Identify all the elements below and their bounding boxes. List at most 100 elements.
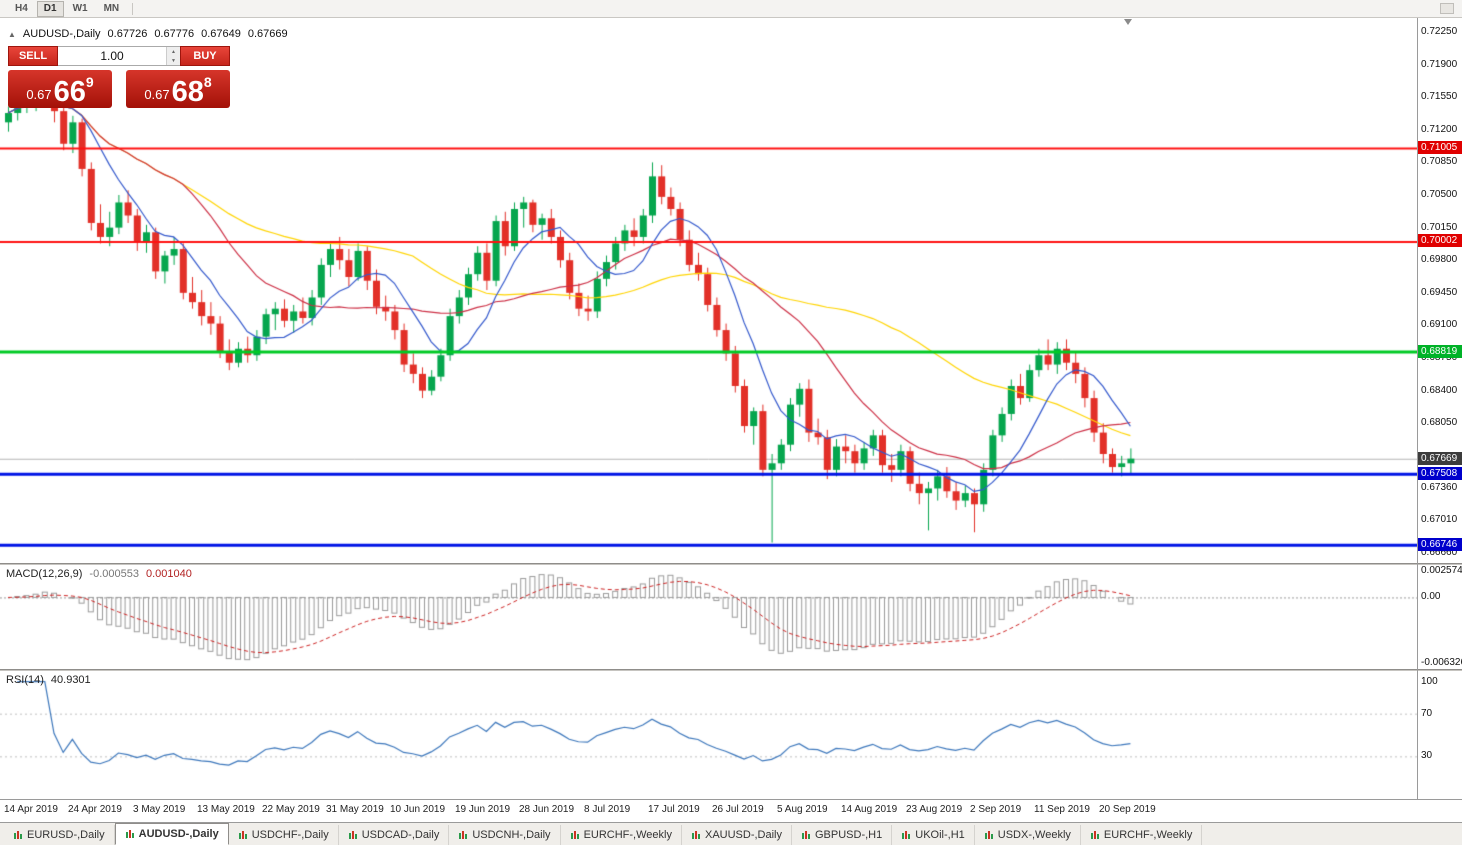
chart-tab-xauusd[interactable]: XAUUSD-,Daily (682, 825, 792, 845)
timeframe-button-h4[interactable]: H4 (8, 1, 35, 17)
tab-label: USDCNH-,Daily (472, 829, 551, 841)
sell-price-tile[interactable]: 0.67 66 9 (8, 70, 112, 108)
chart-tab-audusd[interactable]: AUDUSD-,Daily (114, 823, 229, 845)
price-line-label: 0.67508 (1418, 467, 1462, 480)
price-line-label: 0.67669 (1418, 452, 1462, 465)
chart-tab-usdx[interactable]: USDX-,Weekly (975, 825, 1081, 845)
tab-chart-icon (691, 831, 700, 839)
tab-label: UKOil-,H1 (915, 829, 965, 841)
tab-chart-icon (984, 831, 993, 839)
toolbar-overflow-button[interactable] (1440, 3, 1454, 14)
sell-price-big: 66 (53, 76, 86, 108)
tab-label: USDX-,Weekly (997, 829, 1071, 841)
chart-tab-gbpusd[interactable]: GBPUSD-,H1 (792, 825, 893, 845)
date-tick-label: 31 May 2019 (326, 804, 384, 815)
timeframe-button-mn[interactable]: MN (97, 1, 127, 17)
tab-chart-icon (348, 831, 357, 839)
date-axis[interactable]: 14 Apr 2019 24 Apr 2019 3 May 2019 13 May 2… (0, 800, 1417, 822)
macd-panel: MACD(12,26,9) -0.000553 0.001040 (0, 565, 1417, 669)
date-tick-label: 23 Aug 2019 (906, 804, 963, 815)
date-tick-label: 14 Aug 2019 (841, 804, 898, 815)
price-line-label: 0.71005 (1418, 141, 1462, 154)
chart-tab-eurchf[interactable]: EURCHF-,Weekly (1081, 825, 1203, 845)
rsi-axis[interactable]: 100 70 30 (1418, 671, 1462, 799)
rsi-value: 40.9301 (50, 674, 91, 686)
timeframe-button-w1[interactable]: W1 (66, 1, 95, 17)
chart-toolbar: H4 D1 W1 MN (0, 0, 1462, 18)
sell-price-pip: 9 (85, 74, 94, 90)
panel-splitter[interactable] (0, 563, 1462, 565)
rsi-canvas[interactable] (0, 671, 1417, 799)
close-value: 0.67669 (247, 28, 288, 40)
axis-tick-label: 0.70500 (1418, 189, 1462, 201)
volume-down-button[interactable]: ▼ (167, 56, 180, 65)
tab-label: AUDUSD-,Daily (138, 828, 219, 840)
tab-chart-icon (902, 831, 911, 839)
volume-value[interactable]: 1.00 (100, 49, 124, 63)
volume-input[interactable]: 1.00 ▲ ▼ (58, 46, 180, 66)
main-chart-panel: ▲ AUDUSD-,Daily 0.67726 0.67776 0.67649 … (0, 18, 1417, 563)
axis-tick-label: 0.71200 (1418, 124, 1462, 136)
low-value: 0.67649 (201, 28, 241, 40)
axis-tick-label: -0.0063260 (1418, 657, 1462, 669)
tab-label: EURCHF-,Weekly (583, 829, 672, 841)
buy-button[interactable]: BUY (180, 46, 230, 66)
tab-chart-icon (125, 830, 134, 838)
price-line-label: 0.70002 (1418, 234, 1462, 247)
toolbar-separator (132, 2, 134, 15)
buy-price-prefix: 0.67 (144, 87, 170, 102)
date-tick-label: 28 Jun 2019 (519, 804, 575, 815)
macd-canvas[interactable] (0, 565, 1417, 669)
buy-price-tile[interactable]: 0.67 68 8 (126, 70, 230, 108)
price-line-label: 0.68819 (1418, 345, 1462, 358)
axis-divider (1417, 18, 1418, 799)
rsi-panel: RSI(14) 40.9301 (0, 671, 1417, 799)
ohlc-readout: ▲ AUDUSD-,Daily 0.67726 0.67776 0.67649 … (8, 28, 288, 40)
timeframe-button-d1[interactable]: D1 (36, 0, 64, 17)
chart-tab-usdchf[interactable]: USDCHF-,Daily (229, 825, 339, 845)
axis-tick-label: 0.68050 (1418, 417, 1462, 429)
axis-tick-label: 0.69450 (1418, 287, 1462, 299)
chart-tab-eurusd[interactable]: EURUSD-,Daily (4, 825, 115, 845)
tab-chart-icon (570, 831, 579, 839)
price-axis[interactable]: 0.72250 0.71900 0.71550 0.71200 0.70850 0.705… (1418, 18, 1462, 563)
chart-window: ▲ AUDUSD-,Daily 0.67726 0.67776 0.67649 … (0, 18, 1462, 822)
chart-tab-usdcnh[interactable]: USDCNH-,Daily (449, 825, 561, 845)
timeframe-group: H4 D1 W1 MN (8, 0, 127, 17)
date-tick-label: 5 Aug 2019 (777, 804, 828, 815)
date-tick-label: 8 Jul 2019 (584, 804, 631, 815)
date-tick-label: 11 Sep 2019 (1034, 804, 1090, 815)
panel-splitter[interactable] (0, 669, 1462, 671)
right-offset-marker[interactable] (1124, 19, 1132, 25)
one-click-trading-panel: SELL 1.00 ▲ ▼ BUY 0.67 66 9 (8, 46, 230, 108)
date-tick-label: 10 Jun 2019 (390, 804, 446, 815)
open-value: 0.67726 (107, 28, 148, 40)
symbol-label: AUDUSD-,Daily (22, 28, 101, 40)
axis-tick-label: 0.68400 (1418, 385, 1462, 397)
main-chart-canvas[interactable] (0, 18, 1417, 563)
chart-tab-eurchf[interactable]: EURCHF-,Weekly (561, 825, 682, 845)
axis-tick-label: 0.70150 (1418, 222, 1462, 234)
sell-button[interactable]: SELL (8, 46, 58, 66)
axis-tick-label: 0.67360 (1418, 482, 1462, 494)
one-click-collapse-arrow[interactable]: ▲ (8, 29, 16, 39)
date-tick-label: 17 Jul 2019 (648, 804, 700, 815)
date-tick-label: 22 May 2019 (262, 804, 320, 815)
axis-tick-label: 70 (1418, 708, 1462, 720)
tab-chart-icon (459, 831, 468, 839)
axis-tick-label: 100 (1418, 676, 1462, 688)
date-tick-label: 13 May 2019 (197, 804, 255, 815)
volume-up-button[interactable]: ▲ (167, 47, 180, 56)
date-tick-label: 3 May 2019 (133, 804, 186, 815)
date-axis-border (0, 799, 1462, 800)
macd-value: -0.000553 (89, 568, 139, 580)
date-tick-label: 14 Apr 2019 (4, 804, 58, 815)
sell-price-prefix: 0.67 (26, 87, 52, 102)
axis-tick-label: 0.70850 (1418, 156, 1462, 168)
chart-tab-usdcad[interactable]: USDCAD-,Daily (339, 825, 450, 845)
chart-tab-ukoil[interactable]: UKOil-,H1 (892, 825, 975, 845)
date-tick-label: 24 Apr 2019 (68, 804, 122, 815)
